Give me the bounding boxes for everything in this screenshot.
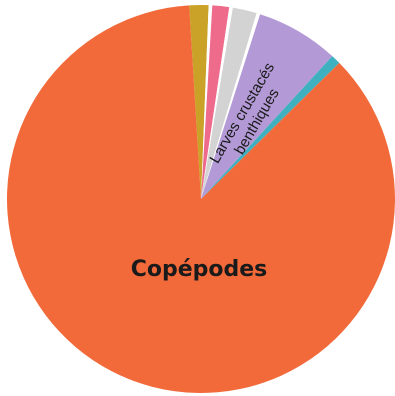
pie-slice-8 bbox=[6, 5, 395, 393]
pie-slices bbox=[6, 4, 395, 393]
pie-slice-5 bbox=[201, 13, 261, 200]
pie-slice-4 bbox=[201, 7, 257, 200]
pie-slice-0 bbox=[189, 4, 209, 200]
pie-slice-2 bbox=[201, 5, 230, 199]
slice-label-copepodes: Copépodes bbox=[131, 257, 268, 282]
pie-slice-3 bbox=[201, 7, 233, 199]
pie-slice-1 bbox=[201, 5, 213, 200]
pie-slice-7 bbox=[201, 56, 340, 200]
pie-slice-6 bbox=[201, 14, 333, 199]
